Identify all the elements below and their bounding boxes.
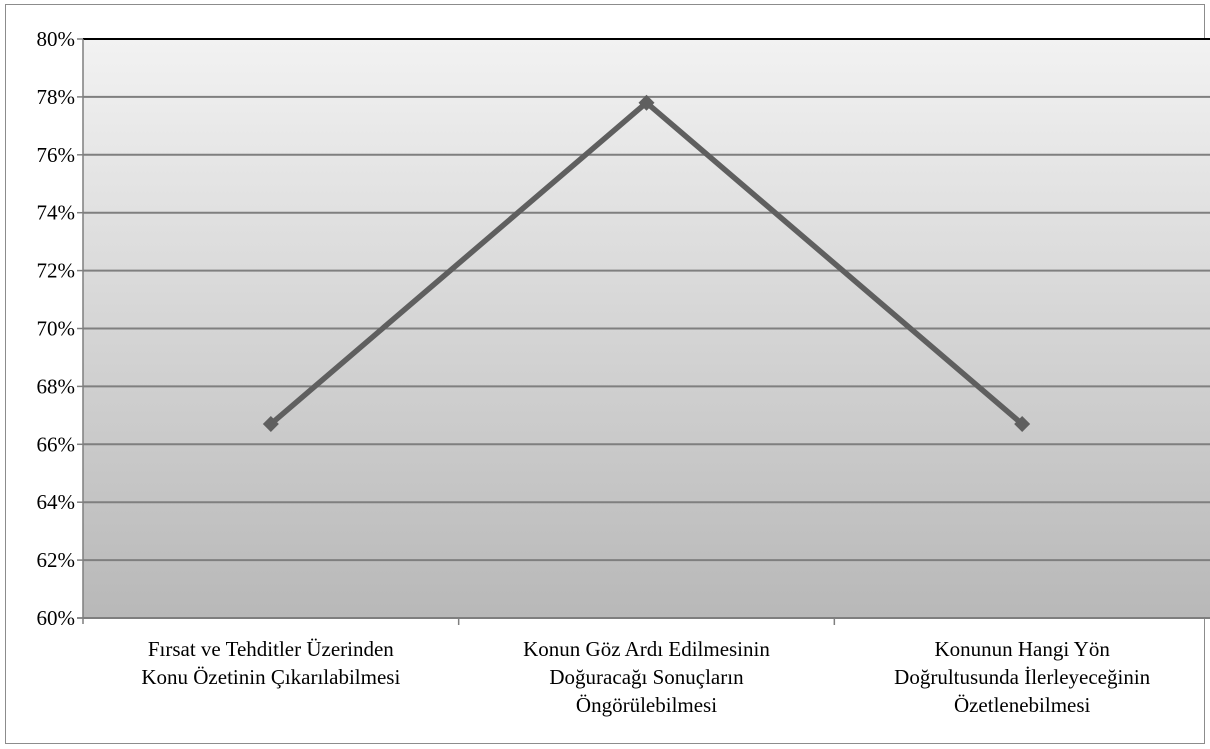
y-tick-label: 78% bbox=[37, 85, 76, 109]
y-tick-label: 74% bbox=[37, 201, 76, 225]
x-category-label-line: Konu Özetinin Çıkarılabilmesi bbox=[141, 665, 400, 689]
y-tick-label: 70% bbox=[37, 317, 76, 341]
x-category-label: Konun Göz Ardı Edilmesinin Doğuracağı Son… bbox=[523, 637, 770, 717]
x-category-label-line: Özetlenebilmesi bbox=[954, 693, 1091, 717]
data-point-marker bbox=[638, 94, 655, 111]
series-layer bbox=[262, 94, 1031, 433]
x-category-label-line: Doğrultusunda İlerleyeceğinin bbox=[894, 665, 1150, 689]
y-tick-label: 72% bbox=[37, 259, 76, 283]
x-category-label-line: Doğuracağı Sonuçların bbox=[549, 665, 744, 689]
y-tick-label: 64% bbox=[37, 490, 76, 514]
x-axis-category-labels: Fırsat ve Tehditler Üzerinden Konu Özetin… bbox=[141, 637, 1150, 717]
y-tick-label: 76% bbox=[37, 143, 76, 167]
x-category-label-line: Konunun Hangi Yön bbox=[934, 637, 1110, 661]
y-axis-tick-labels: 60% 62% 64% 66% 68% 70% 72% 74% 76% 78% 80% bbox=[37, 27, 76, 630]
data-point-marker bbox=[262, 416, 279, 433]
x-category-label: Fırsat ve Tehditler Üzerinden Konu Özetin… bbox=[141, 637, 400, 689]
y-tick-label: 60% bbox=[37, 606, 76, 630]
gridlines bbox=[83, 38, 1210, 619]
y-tick-label: 66% bbox=[37, 432, 76, 456]
x-category-label: Konunun Hangi Yön Doğrultusunda İlerleyec… bbox=[894, 637, 1150, 717]
axes bbox=[77, 38, 1210, 625]
x-category-label-line: Öngörülebilmesi bbox=[576, 693, 717, 717]
x-category-label-line: Fırsat ve Tehditler Üzerinden bbox=[148, 637, 394, 661]
y-tick-label: 62% bbox=[37, 548, 76, 572]
y-tick-label: 80% bbox=[37, 27, 76, 51]
data-point-marker bbox=[1014, 416, 1031, 433]
x-category-label-line: Konun Göz Ardı Edilmesinin bbox=[523, 637, 770, 661]
y-tick-label: 68% bbox=[37, 374, 76, 398]
